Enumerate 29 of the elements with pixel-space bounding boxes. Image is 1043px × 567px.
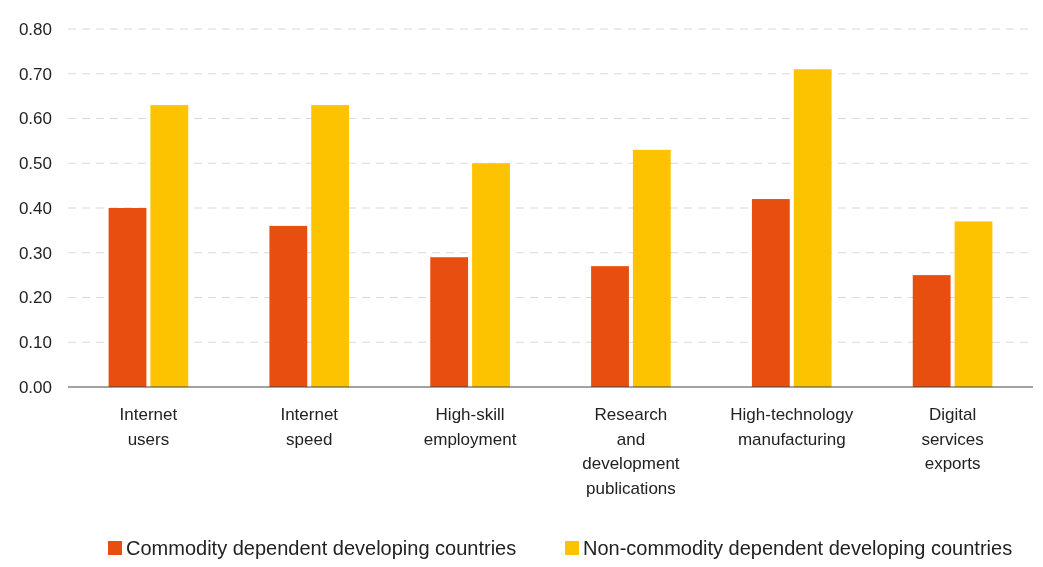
x-tick-label: Research and development publications <box>582 405 680 498</box>
bar <box>472 163 510 387</box>
y-tick-label: 0.50 <box>18 154 52 174</box>
bar <box>632 149 671 387</box>
bar <box>912 275 951 387</box>
legend-label: Non-commodity dependent developing countries <box>583 537 1013 559</box>
y-tick-label: 0.60 <box>18 109 52 129</box>
y-tick-label: 0.80 <box>18 19 52 39</box>
y-tick-label: 0.10 <box>18 333 52 353</box>
y-tick-label: 0.70 <box>18 64 52 84</box>
y-tick-label: 0.30 <box>18 243 52 263</box>
bar <box>430 257 469 387</box>
x-tick-label: Internet users <box>119 405 178 449</box>
x-tick-label: Internet speed <box>280 405 339 449</box>
y-tick-label: 0.40 <box>18 198 52 218</box>
bar <box>269 225 308 387</box>
y-tick-label: 0.20 <box>18 288 52 308</box>
bar <box>311 105 350 387</box>
bar <box>793 69 832 387</box>
y-tick-label: 0.00 <box>18 377 52 397</box>
x-tick-label: Digital services exports <box>921 405 984 473</box>
bar <box>751 199 790 387</box>
x-tick-label: High-technology manufacturing <box>730 405 854 449</box>
bar <box>108 208 147 387</box>
bar <box>591 266 629 387</box>
legend-label: Commodity dependent developing countries <box>126 537 517 559</box>
bar <box>150 105 189 387</box>
x-tick-label: High-skill employment <box>423 405 517 449</box>
bar <box>954 221 993 387</box>
